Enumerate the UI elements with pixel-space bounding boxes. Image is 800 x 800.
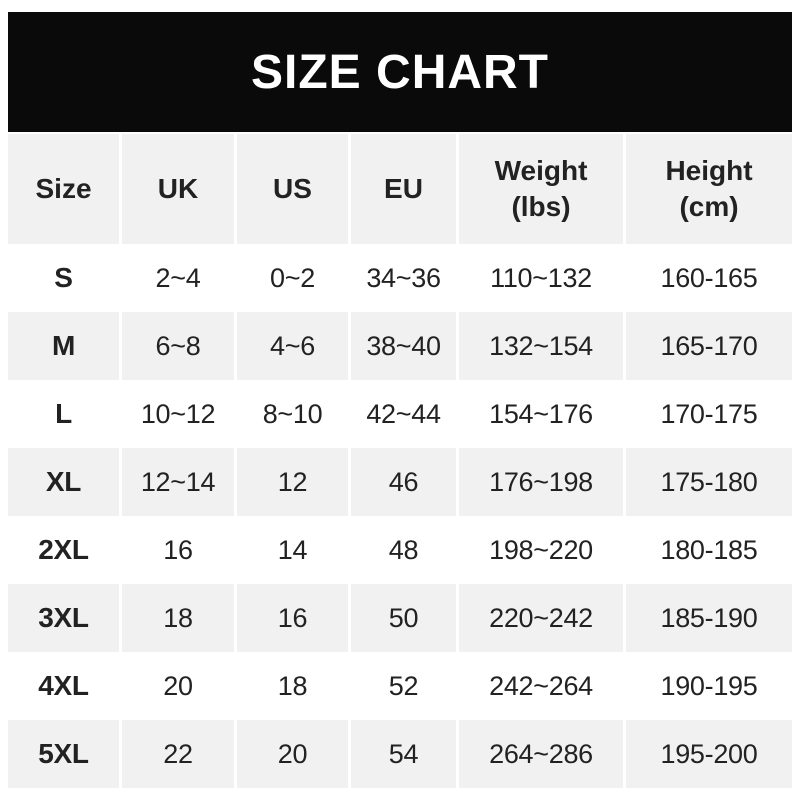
cell-height: 185-190 <box>626 584 792 652</box>
cell-eu: 38~40 <box>351 312 456 380</box>
cell-height: 160-165 <box>660 262 758 293</box>
cell-size: L <box>55 398 72 429</box>
header-label: UK <box>157 173 199 204</box>
header-label-unit: (lbs) <box>511 191 571 222</box>
cell-height: 170-175 <box>660 398 758 429</box>
table-row-l: L 10~12 8~10 42~44 154~176 170-175 <box>8 380 792 448</box>
cell-weight: 154~176 <box>489 398 593 429</box>
cell-us: 18 <box>277 670 308 701</box>
cell-us: 14 <box>277 534 308 565</box>
header-label: Height <box>665 155 753 186</box>
cell-uk: 18 <box>122 584 234 652</box>
cell-uk: 2~4 <box>155 262 201 293</box>
cell-size: 3XL <box>8 584 119 652</box>
column-header-us: US <box>237 134 348 244</box>
cell-uk: 16 <box>163 534 193 565</box>
table-row-2xl: 2XL 16 14 48 198~220 180-185 <box>8 516 792 584</box>
cell-size: XL <box>8 448 119 516</box>
header-label-unit: (cm) <box>679 191 739 222</box>
cell-height: 175-180 <box>626 448 792 516</box>
table-row-m: M 6~8 4~6 38~40 132~154 165-170 <box>8 312 792 380</box>
header-label: EU <box>384 173 423 204</box>
cell-weight: 198~220 <box>489 534 593 565</box>
cell-weight: 264~286 <box>459 720 623 788</box>
cell-us: 0~2 <box>270 262 315 293</box>
table-row-4xl: 4XL 20 18 52 242~264 190-195 <box>8 652 792 720</box>
table-row-5xl: 5XL 22 20 54 264~286 195-200 <box>8 720 792 788</box>
cell-eu: 54 <box>351 720 456 788</box>
header-label: US <box>273 173 312 204</box>
column-header-weight: Weight (lbs) <box>459 134 623 244</box>
cell-weight: 242~264 <box>489 670 593 701</box>
cell-us: 16 <box>237 584 348 652</box>
header-label: Size <box>35 173 92 204</box>
table-row-3xl: 3XL 18 16 50 220~242 185-190 <box>8 584 792 652</box>
cell-size: 5XL <box>8 720 119 788</box>
cell-height: 195-200 <box>626 720 792 788</box>
column-header-eu: EU <box>351 134 456 244</box>
cell-uk: 6~8 <box>122 312 234 380</box>
cell-size: S <box>54 262 73 293</box>
cell-eu: 52 <box>388 670 419 701</box>
cell-weight: 132~154 <box>459 312 623 380</box>
cell-us: 20 <box>237 720 348 788</box>
cell-size: 4XL <box>38 670 89 701</box>
cell-us: 8~10 <box>262 398 323 429</box>
size-chart-table: Size UK US EU Weight (lbs) Height (cm) S… <box>8 134 792 788</box>
column-header-height: Height (cm) <box>626 134 792 244</box>
table-row-xl: XL 12~14 12 46 176~198 175-180 <box>8 448 792 516</box>
page-title: SIZE CHART <box>251 45 549 99</box>
cell-uk: 10~12 <box>140 398 216 429</box>
cell-uk: 20 <box>163 670 193 701</box>
header-label: Weight <box>494 155 588 186</box>
cell-eu: 42~44 <box>366 398 441 429</box>
column-header-size: Size <box>8 134 119 244</box>
cell-eu: 46 <box>351 448 456 516</box>
cell-size: M <box>8 312 119 380</box>
cell-eu: 34~36 <box>366 262 441 293</box>
cell-weight: 220~242 <box>459 584 623 652</box>
cell-height: 180-185 <box>660 534 758 565</box>
cell-uk: 12~14 <box>122 448 234 516</box>
cell-weight: 176~198 <box>459 448 623 516</box>
table-row-s: S 2~4 0~2 34~36 110~132 160-165 <box>8 244 792 312</box>
cell-us: 4~6 <box>237 312 348 380</box>
cell-eu: 50 <box>351 584 456 652</box>
cell-size: 2XL <box>38 534 89 565</box>
cell-height: 165-170 <box>626 312 792 380</box>
cell-height: 190-195 <box>660 670 758 701</box>
cell-eu: 48 <box>388 534 419 565</box>
cell-uk: 22 <box>122 720 234 788</box>
table-header-row: Size UK US EU Weight (lbs) Height (cm) <box>8 134 792 244</box>
column-header-uk: UK <box>122 134 234 244</box>
cell-weight: 110~132 <box>490 262 592 293</box>
cell-us: 12 <box>237 448 348 516</box>
banner: SIZE CHART <box>8 12 792 132</box>
